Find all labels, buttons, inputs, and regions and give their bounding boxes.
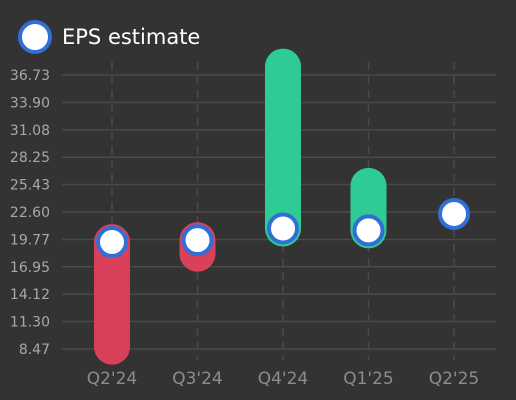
y-tick-label: 33.90 bbox=[10, 95, 50, 111]
eps-range-bar[interactable] bbox=[265, 48, 301, 247]
eps-range-bar[interactable] bbox=[94, 224, 130, 365]
y-tick-label: 11.30 bbox=[10, 315, 50, 331]
y-tick-label: 25.43 bbox=[10, 178, 50, 194]
legend[interactable]: EPS estimate bbox=[18, 20, 200, 54]
y-tick-label: 8.47 bbox=[19, 342, 50, 358]
estimate-markers-layer bbox=[96, 197, 470, 259]
y-tick-label: 22.60 bbox=[10, 205, 50, 221]
eps-estimate-marker[interactable] bbox=[96, 226, 128, 259]
y-tick-label: 31.08 bbox=[10, 123, 50, 139]
x-tick-label: Q1'25 bbox=[343, 369, 394, 389]
y-axis-ticks: 8.47 11.30 14.12 16.95 19.77 22.60 25.43 28.25 3… bbox=[10, 68, 50, 358]
y-tick-label: 16.95 bbox=[10, 260, 50, 276]
x-tick-label: Q2'24 bbox=[87, 369, 138, 389]
legend-label: EPS estimate bbox=[62, 25, 200, 49]
x-tick-label: Q4'24 bbox=[258, 369, 309, 389]
eps-estimate-marker[interactable] bbox=[352, 214, 385, 247]
x-tick-label: Q2'25 bbox=[429, 369, 480, 389]
eps-estimate-marker[interactable] bbox=[438, 197, 470, 230]
y-tick-label: 19.77 bbox=[10, 232, 50, 248]
eps-estimate-marker[interactable] bbox=[181, 224, 214, 257]
bars-layer bbox=[94, 48, 387, 365]
eps-estimate-marker[interactable] bbox=[267, 212, 299, 245]
x-tick-label: Q3'24 bbox=[172, 369, 223, 389]
y-tick-label: 28.25 bbox=[10, 150, 50, 166]
x-axis-ticks: Q2'24 Q3'24 Q4'24 Q1'25 Q2'25 bbox=[87, 369, 480, 389]
y-tick-label: 36.73 bbox=[10, 68, 50, 84]
y-tick-label: 14.12 bbox=[10, 287, 50, 303]
legend-marker-icon bbox=[18, 20, 52, 54]
